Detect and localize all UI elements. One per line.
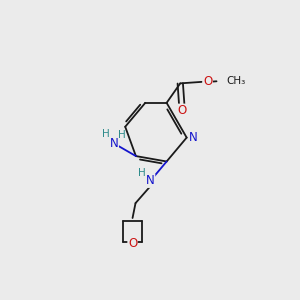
Text: H: H [118, 130, 125, 140]
Text: N: N [110, 137, 118, 150]
Text: N: N [146, 174, 155, 187]
Text: O: O [128, 237, 137, 250]
Text: O: O [177, 104, 186, 117]
Text: N: N [189, 131, 198, 144]
Text: O: O [203, 75, 212, 88]
Text: H: H [102, 129, 110, 139]
Text: H: H [138, 168, 145, 178]
Text: CH₃: CH₃ [226, 76, 245, 86]
